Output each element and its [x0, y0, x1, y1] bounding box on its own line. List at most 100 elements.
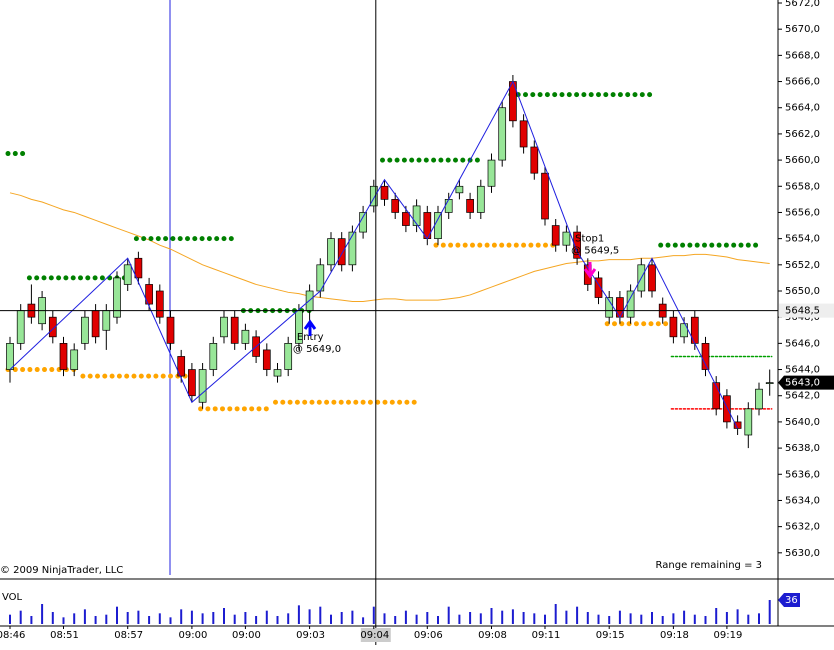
x-tick-label: 09:18: [660, 630, 689, 641]
crosshair-price-box: [779, 303, 834, 318]
candle-body: [113, 277, 121, 318]
candle-body: [284, 343, 293, 370]
y-tick-label: 5672,0: [785, 0, 820, 9]
candle-body: [6, 343, 14, 370]
y-tick-label: 5652,0: [785, 260, 820, 271]
candle-body: [16, 310, 25, 344]
candle-body: [48, 316, 57, 338]
candle-body: [134, 257, 143, 279]
candle-body: [348, 231, 357, 266]
y-tick-label: 5668,0: [785, 50, 820, 61]
y-tick-label: 5648,0: [785, 312, 820, 323]
candle-body: [755, 388, 763, 410]
y-tick-label: 5642,0: [785, 391, 820, 402]
candle-body: [551, 225, 560, 246]
candle-body: [123, 264, 132, 285]
volume-value-box: [778, 593, 800, 607]
candle-body: [177, 356, 186, 377]
y-tick-label: 5654,0: [785, 234, 820, 245]
candle-body: [59, 343, 68, 370]
current-price-box: [778, 375, 834, 390]
candle-body: [412, 205, 421, 226]
y-tick-label: 5658,0: [785, 181, 820, 192]
x-tick-label: 09:08: [478, 630, 507, 641]
y-tick-label: 5650,0: [785, 286, 820, 297]
candle-body: [701, 343, 710, 370]
candle-body: [648, 264, 656, 292]
candle-body: [605, 297, 614, 318]
volume-value-label: 36: [785, 595, 798, 606]
candle-body: [744, 408, 753, 436]
y-tick-label: 5656,0: [785, 207, 820, 218]
moving-average: [9, 192, 770, 302]
annotation-title: Stop1: [575, 234, 604, 245]
candle-body: [262, 349, 271, 370]
candle-body: [455, 185, 464, 194]
y-tick-label: 5670,0: [785, 24, 820, 35]
candle-body: [562, 231, 571, 246]
candle-body: [327, 238, 335, 266]
candle-body: [712, 382, 721, 410]
zigzag: [9, 80, 739, 429]
y-tick-label: 5632,0: [785, 522, 820, 533]
candle-body: [145, 284, 153, 305]
candle-body: [680, 323, 688, 338]
candle-body: [241, 329, 250, 344]
x-tick-label: 09:11: [532, 630, 561, 641]
x-tick-label: 08:51: [50, 630, 79, 641]
candle-body: [723, 395, 731, 423]
x-tick-label: 09:00: [232, 630, 261, 641]
y-tick-label: 5636,0: [785, 469, 820, 480]
y-tick-label: 5640,0: [785, 417, 820, 428]
entry-arrow: [303, 319, 317, 336]
candle-body: [155, 290, 164, 318]
candle-body: [188, 369, 196, 397]
candle-body: [541, 172, 549, 220]
candle-body: [102, 310, 111, 331]
x-tick-label: 09:04: [360, 630, 389, 641]
candle-body: [519, 120, 528, 148]
y-tick-label: 5630,0: [785, 548, 820, 559]
current-price-label: 5643,0: [785, 378, 820, 389]
candle-body: [498, 107, 507, 161]
y-tick-label: 5634,0: [785, 495, 820, 506]
candle-body: [166, 316, 175, 344]
candle-body: [220, 316, 228, 338]
candle-body: [273, 369, 282, 377]
candle-body: [466, 199, 474, 213]
x-tick-label: 09:19: [713, 630, 742, 641]
candle-body: [359, 212, 367, 233]
candle-body: [626, 290, 635, 318]
y-tick-label: 5646,0: [785, 338, 820, 349]
candle-body: [70, 349, 79, 370]
candle-body: [81, 316, 89, 344]
volume-label: VOL: [2, 592, 23, 603]
candle-body: [369, 185, 378, 207]
y-tick-label: 5638,0: [785, 443, 820, 454]
candle-body: [209, 343, 218, 370]
candle-body: [402, 212, 410, 226]
candle-body: [380, 185, 389, 200]
candle-body: [530, 146, 539, 174]
x-tick-label: 09:15: [596, 630, 625, 641]
candle-body: [476, 185, 485, 213]
candle-body: [487, 159, 496, 187]
candle-body: [337, 238, 346, 266]
candle-body: [573, 231, 581, 259]
annotation-detail: @ 5649,5: [571, 246, 619, 257]
annotation-title: Entry: [297, 332, 324, 343]
annotation-detail: @ 5649,0: [293, 344, 341, 355]
candle-body: [230, 316, 239, 344]
y-tick-label: 5664,0: [785, 103, 820, 114]
candle-body: [434, 212, 442, 239]
x-tick-label: 09:06: [414, 630, 443, 641]
x-tick-label: 09:00: [178, 630, 207, 641]
copyright: © 2009 NinjaTrader, LLC: [0, 565, 123, 576]
y-tick-label: 5662,0: [785, 129, 820, 140]
candle-body: [669, 316, 678, 338]
crosshair-price-label: 5648,5: [785, 306, 820, 317]
status: Range remaining = 3: [656, 560, 762, 571]
